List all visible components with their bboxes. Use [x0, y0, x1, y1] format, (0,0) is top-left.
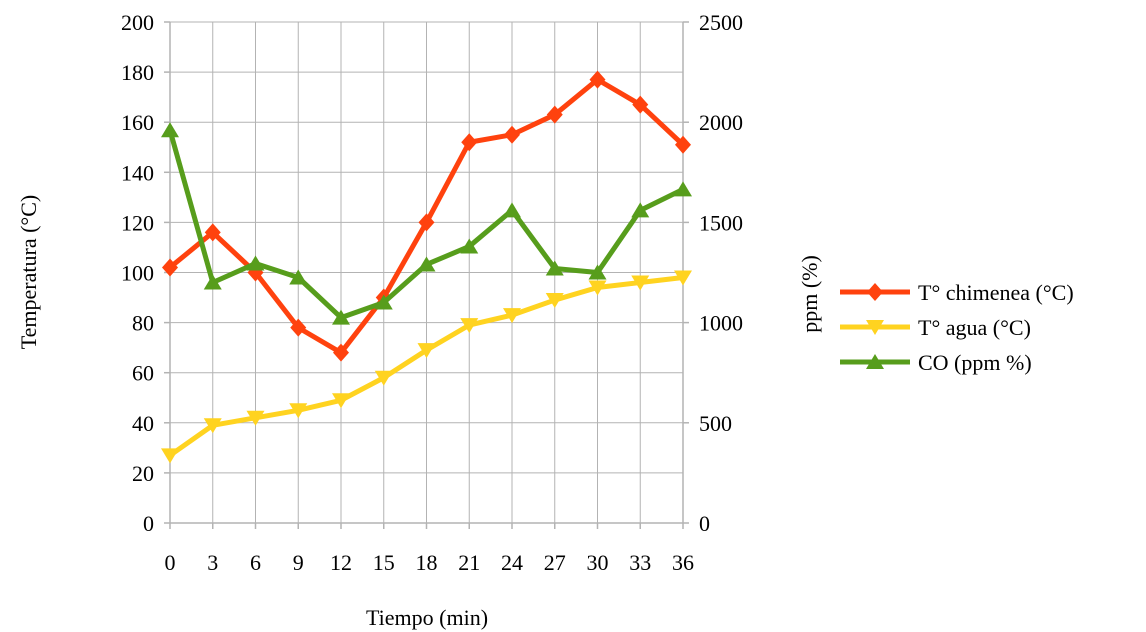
- data-point: [545, 260, 564, 276]
- x-tick-label: 9: [293, 550, 304, 575]
- data-point: [204, 223, 221, 242]
- legend-label: CO (ppm %): [918, 350, 1032, 375]
- y-tick-label: 20: [132, 461, 154, 486]
- data-point: [460, 318, 479, 334]
- grid-lines: [169, 21, 684, 524]
- legend-label: T° chimenea (°C): [918, 280, 1074, 305]
- y-tick-label: 40: [132, 411, 154, 436]
- data-point: [417, 343, 436, 359]
- data-point: [332, 393, 350, 409]
- legend-swatch-marker: [866, 320, 884, 335]
- data-point: [503, 308, 521, 324]
- series-2: [161, 122, 692, 325]
- x-tick-label: 27: [544, 550, 566, 575]
- y2-tick-label: 2500: [699, 10, 743, 35]
- legend-label: T° agua (°C): [918, 315, 1031, 340]
- data-point: [588, 264, 607, 280]
- x-axis-tick-labels: 0 3 6 9 12 15 18 21 24 27 30 33 36: [165, 550, 695, 575]
- x-tick-label: 24: [501, 550, 523, 575]
- data-point: [374, 294, 393, 310]
- data-point: [632, 95, 649, 114]
- legend-item: T° agua (°C): [840, 315, 1031, 340]
- x-axis-title: Tiempo (min): [366, 605, 488, 630]
- y2-axis-tick-labels: 0 500 1000 1500 2000 2500: [699, 10, 743, 536]
- data-point: [290, 318, 307, 337]
- legend: T° chimenea (°C) T° agua (°C) CO (ppm %): [840, 280, 1074, 375]
- x-tick-label: 12: [330, 550, 352, 575]
- y2-tick-label: 500: [699, 411, 732, 436]
- legend-item: T° chimenea (°C): [840, 280, 1074, 305]
- data-point: [161, 122, 179, 138]
- legend-swatch-marker: [867, 283, 883, 301]
- legend-item: CO (ppm %): [840, 350, 1032, 375]
- data-point: [675, 135, 691, 154]
- y2-axis-title: ppm (%): [797, 255, 822, 333]
- data-point: [246, 255, 265, 271]
- y-axis-tick-labels: 0 20 40 60 80 100 120 140 160 180 200: [121, 10, 154, 536]
- data-point: [374, 370, 393, 386]
- y2-tick-label: 0: [699, 511, 710, 536]
- data-point: [674, 270, 692, 286]
- data-point: [333, 343, 349, 362]
- data-point: [631, 202, 650, 218]
- data-point: [460, 238, 479, 254]
- x-tick-label: 15: [373, 550, 395, 575]
- data-point: [504, 125, 520, 144]
- data-series: [161, 70, 692, 464]
- legend-swatch-marker: [866, 354, 884, 369]
- data-point: [246, 410, 265, 426]
- data-point: [161, 448, 179, 464]
- data-point: [203, 418, 222, 434]
- x-tick-label: 0: [165, 550, 176, 575]
- y-tick-label: 180: [121, 60, 154, 85]
- y-tick-label: 120: [121, 210, 154, 235]
- data-point: [162, 258, 178, 277]
- data-point: [461, 133, 478, 152]
- x-tick-label: 33: [629, 550, 651, 575]
- data-point: [332, 309, 350, 325]
- y-tick-label: 200: [121, 10, 154, 35]
- y-tick-label: 100: [121, 261, 154, 286]
- data-point: [418, 213, 435, 232]
- y-tick-label: 160: [121, 110, 154, 135]
- y-tick-label: 60: [132, 361, 154, 386]
- data-point: [545, 293, 564, 309]
- series-1: [161, 270, 692, 464]
- data-point: [417, 256, 436, 272]
- x-tick-label: 3: [207, 550, 218, 575]
- y-tick-label: 80: [132, 311, 154, 336]
- y-tick-label: 0: [143, 511, 154, 536]
- x-tick-label: 21: [458, 550, 480, 575]
- y-tick-label: 140: [121, 160, 154, 185]
- data-point: [674, 181, 692, 197]
- data-point: [203, 274, 222, 290]
- y-axis-title: Temperatura (°C): [16, 195, 41, 349]
- series-0: [162, 70, 691, 362]
- y2-tick-label: 1000: [699, 311, 743, 336]
- data-point: [503, 202, 521, 218]
- y2-tick-label: 2000: [699, 110, 743, 135]
- data-point: [546, 105, 563, 124]
- x-tick-label: 30: [587, 550, 609, 575]
- y2-tick-label: 1500: [699, 210, 743, 235]
- x-tick-label: 36: [672, 550, 694, 575]
- data-point: [289, 403, 308, 419]
- data-point: [589, 70, 606, 89]
- x-tick-label: 6: [250, 550, 261, 575]
- data-point: [631, 275, 650, 291]
- data-point: [588, 280, 607, 296]
- x-tick-label: 18: [416, 550, 438, 575]
- data-point: [289, 269, 308, 285]
